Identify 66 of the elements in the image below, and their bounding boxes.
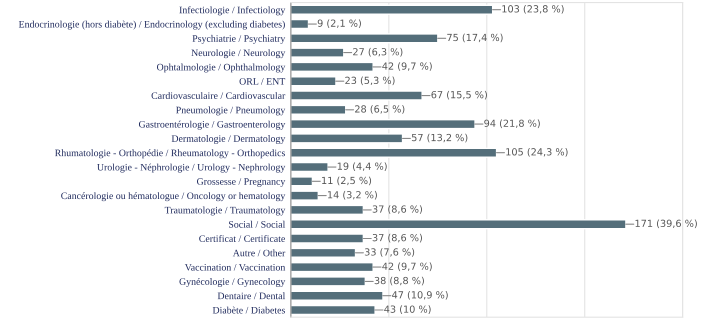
y-tick-label: Neurologie / Neurology: [191, 49, 286, 58]
data-label: 171 (39,6 %): [636, 220, 697, 228]
data-label: 75 (17,4 %): [447, 34, 503, 42]
data-label: 43 (10 %): [384, 305, 431, 314]
bar: [290, 133, 404, 144]
bar: [290, 290, 384, 301]
data-label: 14 (3,2 %): [328, 190, 377, 200]
y-tick-label: Endocrinologie (hors diabète) / Endocrinology (excluding diabetes): [18, 20, 285, 30]
data-label: 67 (15,5 %): [431, 90, 487, 100]
y-tick-label: Cancérologie ou hématologue / Oncology or hematology: [61, 192, 286, 202]
data-label: 103 (23,8 %): [502, 5, 564, 14]
bar: [290, 76, 337, 86]
bar: [290, 18, 310, 30]
y-tick-label: Gynécologie / Gynecology: [179, 278, 286, 287]
data-label: 37 (8,6 %): [372, 205, 422, 214]
y-tick-label: Cardiovasculaire / Cardiovascular: [152, 92, 286, 100]
y-tick-label: Dermatologie / Dermatology: [172, 134, 286, 144]
data-label: 57 (13,2 %): [412, 134, 468, 142]
y-tick-label: Dentaire / Dental: [218, 292, 286, 300]
y-tick-label: Traumatologie / Traumatology: [164, 206, 286, 216]
data-label: 105 (24,3 %): [506, 148, 568, 157]
data-label: 19 (4,4 %): [338, 162, 387, 171]
data-label: 42 (9,7 %): [382, 262, 432, 272]
data-label: 47 (10,9 %): [392, 291, 448, 300]
bar: [290, 176, 314, 186]
data-label: 42 (9,7 %): [382, 62, 432, 71]
data-label: 11 (2,5 %): [322, 176, 372, 186]
data-label: 94 (21,8 %): [484, 119, 540, 128]
y-tick-label: Psychiatrie / Psychiatry: [192, 34, 286, 44]
data-label: 28 (6,5 %): [355, 105, 404, 114]
bar: [290, 62, 374, 72]
y-tick-label: Social / Social: [229, 220, 286, 228]
bar: [290, 148, 498, 158]
bar: [290, 262, 374, 272]
bar: [290, 104, 346, 115]
data-label: 33 (7,6 %): [364, 248, 414, 257]
y-tick-label: Infectiologie / Infectiology: [179, 6, 286, 16]
bar: [290, 219, 627, 230]
y-tick-label: Urologie - Néphrologie / Urology - Nephrology: [97, 164, 286, 173]
y-tick-label: Ophtalmologie / Ophthalmology: [156, 63, 286, 72]
y-tick-label: Rhumatologie - Orthopédie / Rheumatology - Orthopedics: [55, 149, 285, 158]
y-tick-label: Vaccination / Vaccination: [184, 264, 286, 271]
data-label: 27 (6,3 %): [353, 48, 402, 57]
bar: [290, 4, 494, 15]
bar: [290, 162, 329, 172]
y-tick-label: Pneumologie / Pneumology: [176, 106, 286, 116]
bar: [290, 47, 344, 58]
y-tick-label: Certificat / Certificate: [199, 234, 285, 242]
bar: [290, 276, 366, 287]
y-tick-label: Gastroentérologie / Gastroenterology: [138, 120, 286, 130]
bar: [290, 233, 364, 244]
bar: [290, 204, 364, 216]
y-tick-label: Grossesse / Pregnancy: [196, 178, 286, 187]
bar: [290, 304, 376, 316]
y-tick-label: Autre / Other: [232, 249, 286, 256]
bar: [290, 118, 476, 130]
y-tick-label: ORL / ENT: [240, 78, 286, 85]
data-label: 38 (8,8 %): [374, 276, 424, 286]
y-tick-label: Diabète / Diabetes: [212, 306, 285, 314]
data-label: 37 (8,6 %): [372, 234, 422, 242]
data-label: 9 (2,1 %): [318, 19, 361, 28]
bar: [290, 190, 319, 201]
data-label: 23 (5,3 %): [345, 76, 395, 86]
bar: [290, 90, 423, 101]
bar: [290, 248, 356, 258]
bar: [290, 33, 439, 44]
